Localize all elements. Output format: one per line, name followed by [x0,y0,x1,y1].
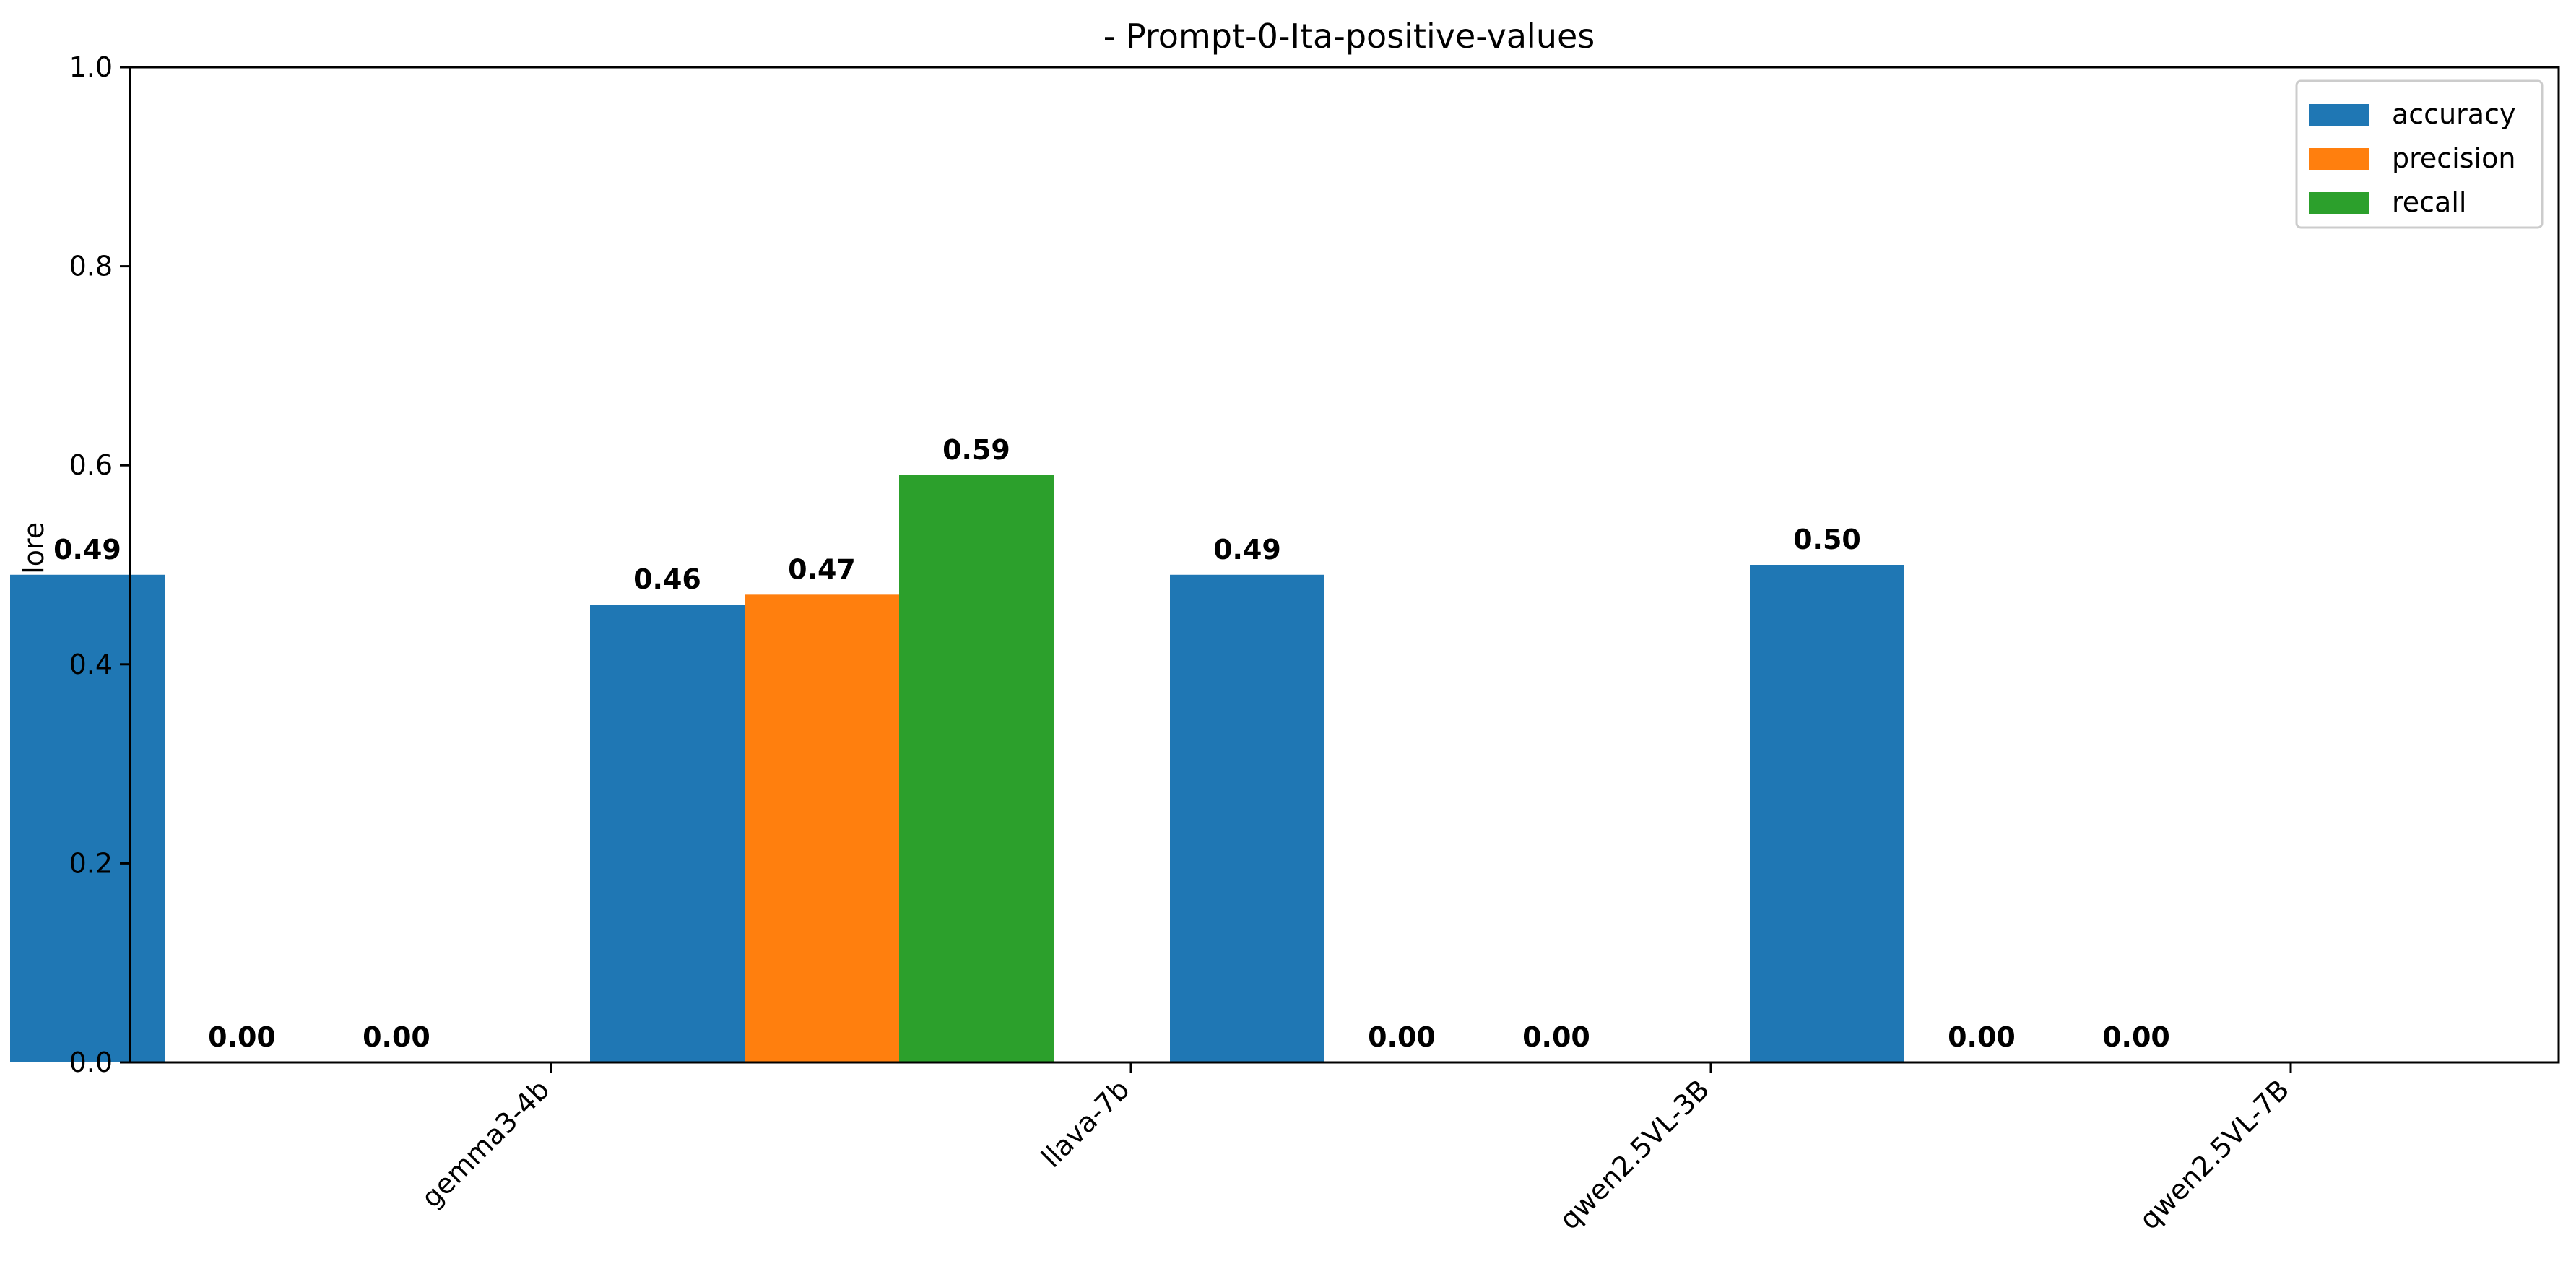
bar-accuracy-gemma3-4b [10,574,165,1062]
y-tick-label: 0.0 [69,1047,113,1078]
data-label: 0.59 [942,434,1010,466]
data-label: 0.00 [363,1021,430,1053]
x-tick-label: qwen2.5VL-7B [2133,1073,2296,1236]
y-tick-label: 0.2 [69,847,113,879]
data-label: 0.49 [53,534,121,566]
x-axis: gemma3-4b llava-7b qwen2.5VL-3B qwen2.5VL-7… [415,1062,2295,1236]
legend-label-accuracy: accuracy [2392,98,2515,130]
legend-swatch-precision [2309,148,2369,170]
chart-title: - Prompt-0-Ita-positive-values [1103,17,1595,56]
bar-accuracy-qwen2.5VL-7B [1750,565,1904,1062]
legend-label-recall: recall [2392,186,2466,218]
data-label: 0.00 [208,1021,276,1053]
bar-accuracy-qwen2.5VL-3B [1170,574,1324,1062]
data-label: 0.00 [2102,1021,2170,1053]
bar-recall-llava-7b [899,475,1054,1062]
bar-accuracy-llava-7b [590,605,745,1062]
legend-swatch-accuracy [2309,104,2369,126]
data-label: 0.00 [1368,1021,1436,1053]
data-label: 0.00 [1948,1021,2016,1053]
data-label: 0.00 [1522,1021,1590,1053]
y-tick-label: 0.6 [69,449,113,481]
y-tick-label: 1.0 [69,51,113,83]
data-label: 0.47 [788,553,856,585]
legend-label-precision: precision [2392,142,2515,174]
x-tick-label: llava-7b [1036,1073,1136,1174]
legend-swatch-recall [2309,192,2369,214]
y-tick-label: 0.8 [69,251,113,282]
bar-precision-llava-7b [745,594,899,1062]
data-label: 0.50 [1793,524,1861,555]
legend: accuracy precision recall [2295,79,2544,229]
data-label: 0.49 [1213,534,1281,566]
y-tick-label: 0.4 [69,649,113,680]
plot-frame [129,66,2560,1064]
y-axis: 0.0 0.2 0.4 0.6 0.8 1.0 [69,51,130,1078]
plot-area: 0.49 0.00 0.00 0.46 0.47 0.59 0.49 0.00 0.00 0.50… [10,434,2170,1062]
x-tick-label: gemma3-4b [415,1073,555,1213]
x-tick-label: qwen2.5VL-3B [1553,1073,1716,1236]
data-label: 0.46 [633,563,701,595]
